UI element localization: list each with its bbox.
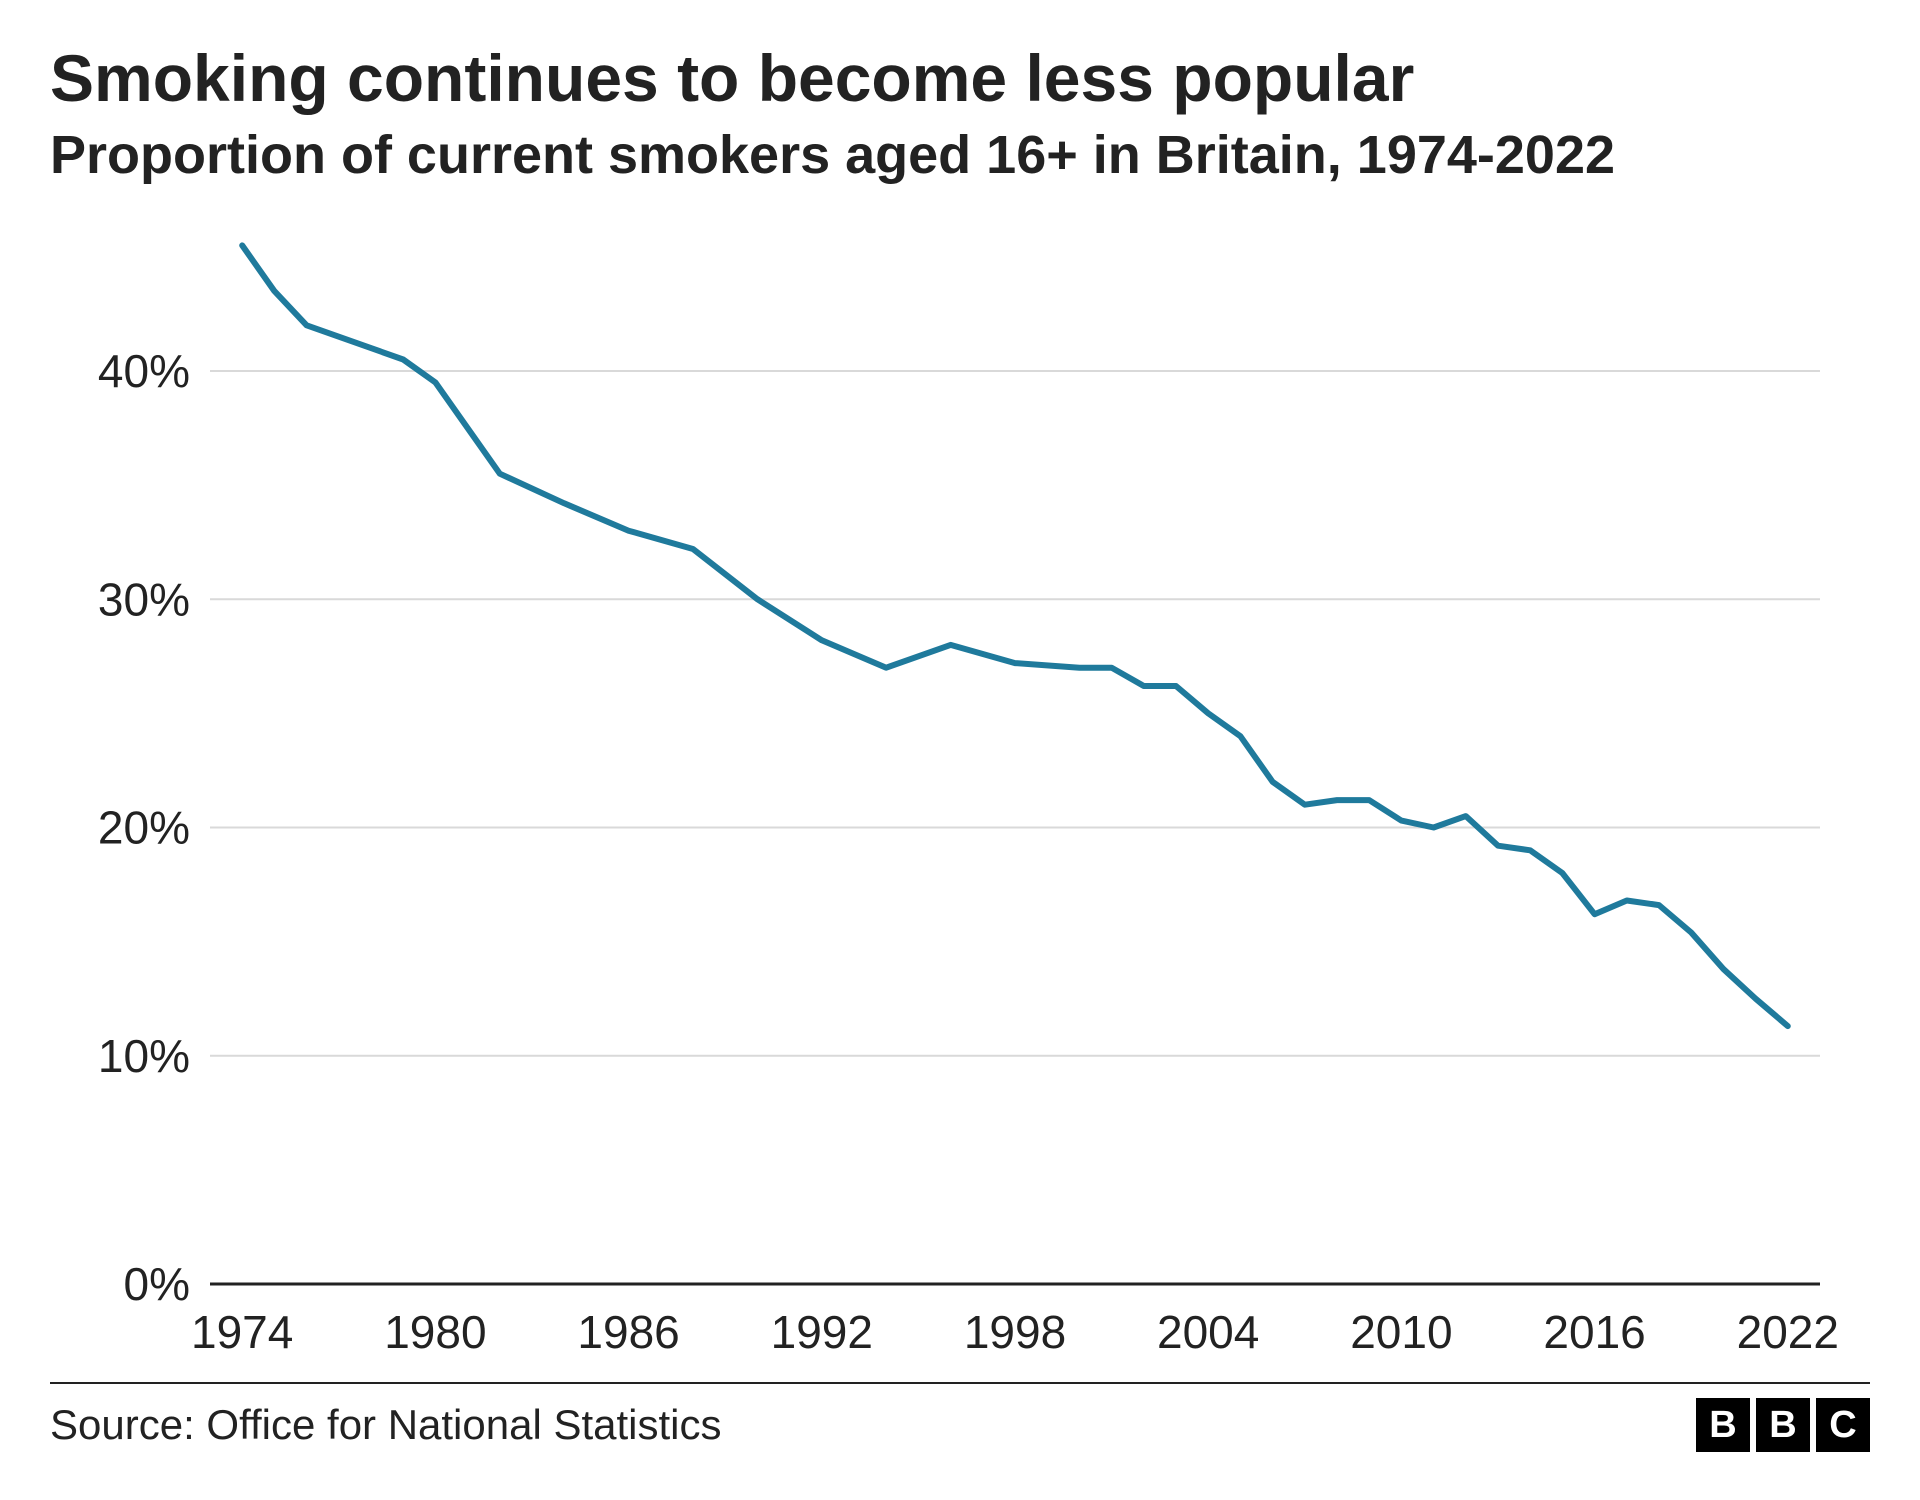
y-tick-label: 0% — [124, 1258, 190, 1310]
x-tick-label: 1980 — [384, 1306, 486, 1358]
chart-title: Smoking continues to become less popular — [50, 40, 1870, 116]
logo-block: B — [1696, 1398, 1750, 1452]
y-tick-label: 40% — [98, 345, 190, 397]
x-tick-label: 2010 — [1350, 1306, 1452, 1358]
logo-block: C — [1816, 1398, 1870, 1452]
x-tick-label: 1986 — [577, 1306, 679, 1358]
logo-block: B — [1756, 1398, 1810, 1452]
line-chart: 0% 10% 20% 30% 40% 1974 1980 1986 1992 1998 2004 20… — [50, 214, 1870, 1374]
x-tick-label: 1998 — [964, 1306, 1066, 1358]
y-tick-label: 20% — [98, 802, 190, 854]
x-tick-label: 1992 — [771, 1306, 873, 1358]
chart-container: Smoking continues to become less popular… — [0, 0, 1920, 1500]
x-tick-label: 2016 — [1543, 1306, 1645, 1358]
y-tick-label: 10% — [98, 1030, 190, 1082]
y-tick-label: 30% — [98, 573, 190, 625]
chart-subtitle: Proportion of current smokers aged 16+ i… — [50, 124, 1870, 186]
x-tick-label: 2022 — [1737, 1306, 1839, 1358]
x-tick-label: 1974 — [191, 1306, 293, 1358]
source-label: Source: Office for National Statistics — [50, 1401, 722, 1449]
data-line — [242, 245, 1788, 1026]
chart-footer: Source: Office for National Statistics B… — [50, 1384, 1870, 1452]
x-tick-label: 2004 — [1157, 1306, 1259, 1358]
chart-svg: 0% 10% 20% 30% 40% 1974 1980 1986 1992 1998 2004 20… — [50, 214, 1870, 1374]
bbc-logo: BBC — [1696, 1398, 1870, 1452]
